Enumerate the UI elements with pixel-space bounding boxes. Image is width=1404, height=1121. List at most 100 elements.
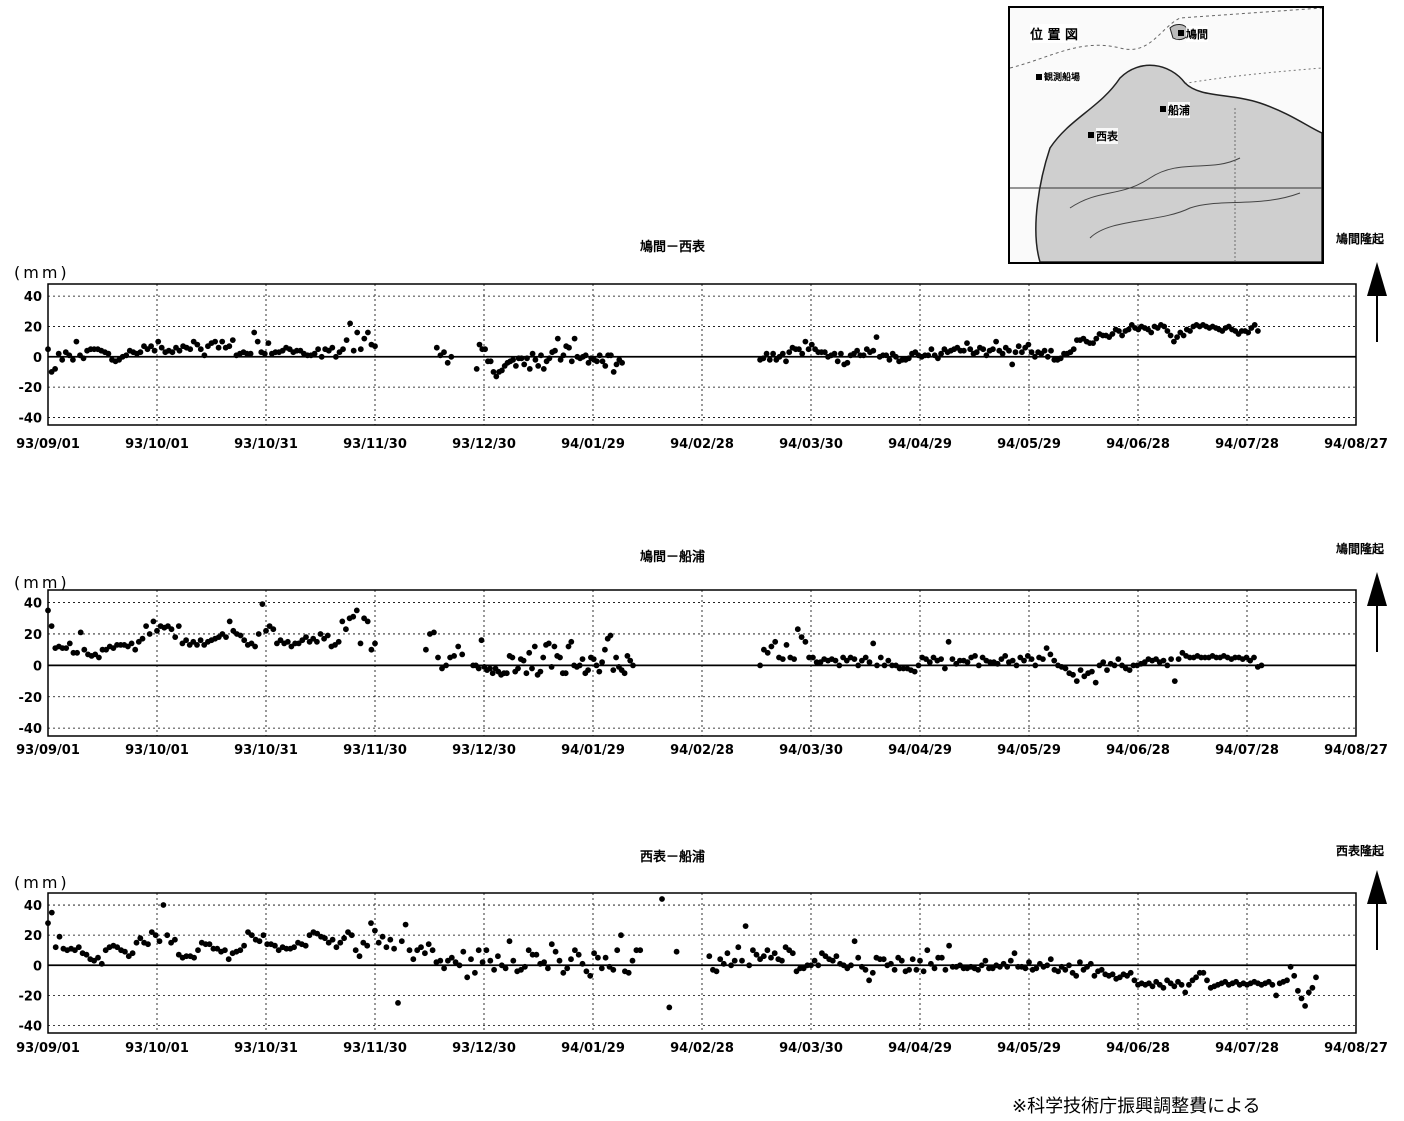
data-point <box>590 656 597 662</box>
data-point <box>915 662 922 669</box>
data-point <box>624 653 631 659</box>
chart3-title: 西表－船浦 <box>640 850 706 865</box>
data-point <box>45 920 51 926</box>
data-point <box>479 959 486 966</box>
data-point <box>739 957 745 964</box>
data-point <box>831 350 838 357</box>
chart3-uplift-label: 西表隆起 <box>1336 844 1385 858</box>
y-tick-label: -20 <box>19 381 43 396</box>
data-point <box>222 947 228 954</box>
x-tick-label: 94/02/28 <box>670 743 734 758</box>
data-point <box>760 953 767 960</box>
data-point <box>625 969 632 976</box>
data-point <box>557 654 563 661</box>
y-tick-label: -20 <box>19 691 43 706</box>
footnote: ※科学技術庁振興調整費による <box>1012 1096 1261 1117</box>
data-point <box>340 346 346 353</box>
data-point <box>964 659 971 666</box>
data-point <box>194 341 201 348</box>
data-point <box>613 361 620 368</box>
data-point <box>191 954 198 961</box>
data-point <box>1127 969 1134 976</box>
data-point <box>1295 987 1301 994</box>
x-tick-label: 93/10/01 <box>125 437 189 452</box>
data-point <box>763 350 770 357</box>
data-point <box>45 346 51 353</box>
x-tick-label: 94/03/30 <box>779 437 843 452</box>
data-point <box>717 956 724 963</box>
data-point <box>575 951 582 958</box>
data-point <box>967 346 974 353</box>
data-point <box>1255 328 1261 334</box>
data-point <box>742 923 749 929</box>
y-tick-label: 40 <box>24 899 42 914</box>
data-point <box>1126 667 1133 673</box>
data-point <box>564 965 571 972</box>
data-point <box>502 965 509 972</box>
data-point <box>343 626 349 633</box>
data-point <box>45 607 51 614</box>
data-point <box>1171 983 1178 990</box>
data-point <box>1204 977 1210 984</box>
data-point <box>455 643 462 650</box>
data-point <box>63 645 70 651</box>
data-point <box>1115 656 1122 662</box>
data-point <box>206 941 213 948</box>
data-point <box>602 954 609 961</box>
data-point <box>833 953 840 960</box>
data-point <box>1298 995 1305 1002</box>
data-point <box>423 646 429 653</box>
data-point <box>406 947 413 954</box>
chart1-ylabel: (mm) <box>14 263 70 282</box>
data-point <box>568 956 574 963</box>
data-point <box>1187 328 1193 334</box>
x-tick-label: 94/03/30 <box>779 1041 843 1056</box>
data-point <box>482 346 488 353</box>
data-point <box>587 972 594 979</box>
data-point <box>706 953 713 960</box>
data-point <box>993 338 999 345</box>
data-point <box>132 646 139 653</box>
x-tick-label: 94/04/29 <box>888 437 952 452</box>
data-point <box>265 340 272 346</box>
data-point <box>928 346 935 353</box>
data-point <box>1171 678 1178 684</box>
data-point <box>98 960 105 967</box>
data-point <box>1028 349 1035 356</box>
data-point <box>73 338 80 345</box>
x-tick-label: 94/07/28 <box>1215 1041 1279 1056</box>
data-point <box>821 349 828 356</box>
data-point <box>851 938 858 945</box>
data-point <box>317 631 324 637</box>
data-point <box>1032 353 1038 360</box>
data-point <box>441 965 447 972</box>
data-point <box>348 932 355 939</box>
data-point <box>372 640 378 647</box>
data-point <box>942 665 948 672</box>
data-point <box>938 954 945 961</box>
data-point <box>1041 347 1048 354</box>
data-point <box>791 656 797 662</box>
data-point <box>766 356 773 363</box>
data-point <box>487 665 493 672</box>
data-point <box>596 668 603 675</box>
data-point <box>152 932 159 939</box>
data-point <box>195 947 201 954</box>
data-point <box>350 347 357 354</box>
chart-3: 40 20 0 -20 -40 93/09/01 93/10/01 93/10/31 93/11… <box>16 870 1388 1056</box>
data-point <box>614 947 621 954</box>
data-point <box>629 957 636 964</box>
data-point <box>1174 334 1180 340</box>
data-point <box>724 950 731 957</box>
data-point <box>261 350 268 357</box>
data-point <box>1047 651 1054 658</box>
station-label-observation: 観測船場 <box>1044 70 1081 83</box>
data-point <box>473 366 480 372</box>
uplift-arrow-head <box>1367 262 1387 296</box>
x-tick-label: 94/08/27 <box>1324 437 1388 452</box>
data-point <box>333 944 340 951</box>
data-point <box>526 649 533 656</box>
data-point <box>1006 347 1012 354</box>
data-point <box>422 950 428 957</box>
data-point <box>172 634 179 640</box>
